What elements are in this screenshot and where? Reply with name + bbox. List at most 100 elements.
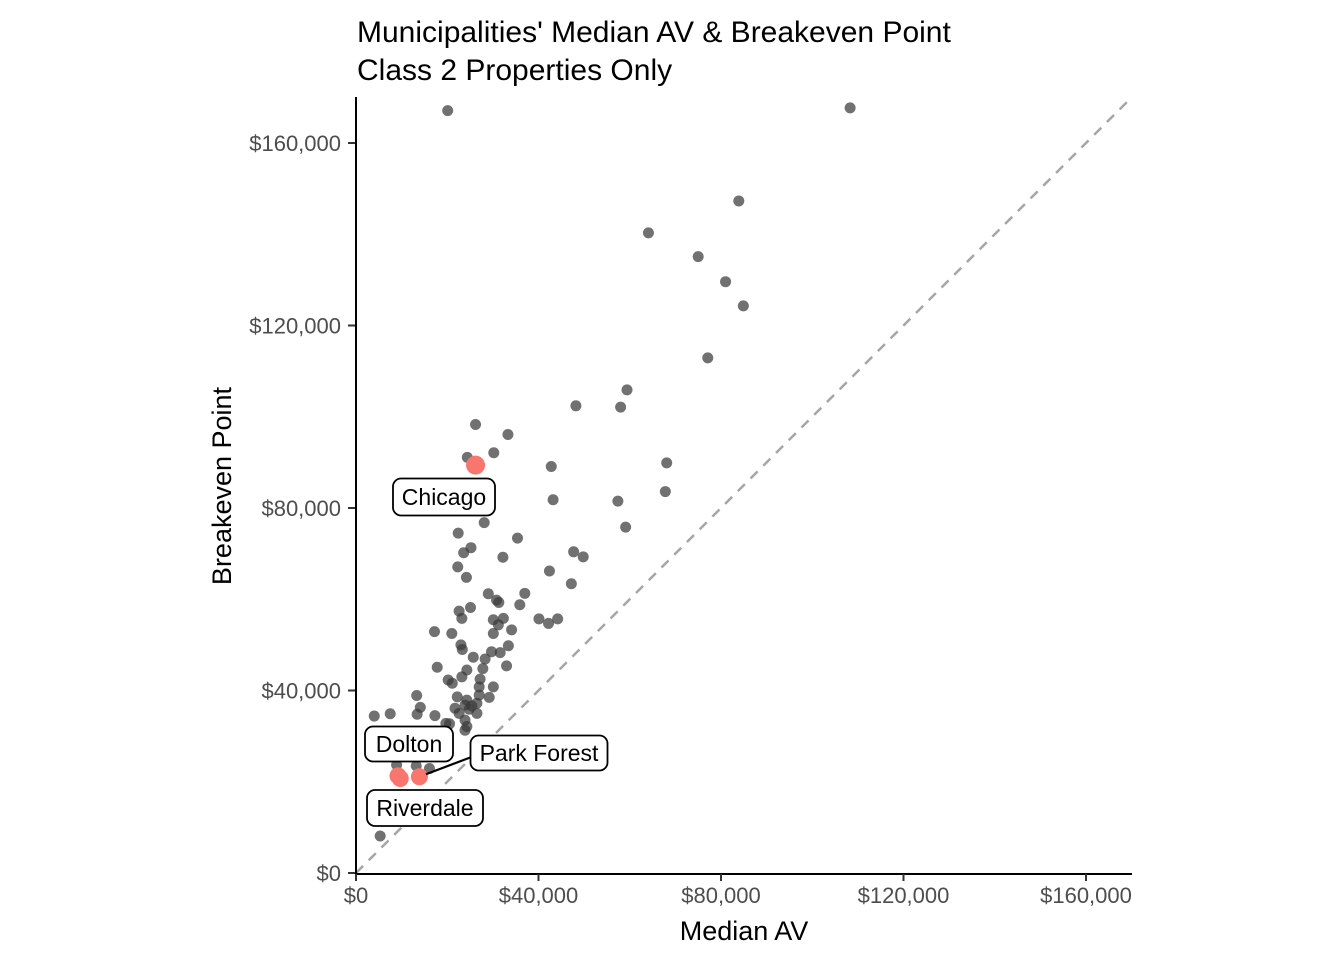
scatter-point <box>502 429 514 441</box>
annotation-text-park-forest: Park Forest <box>480 740 599 766</box>
scatter-point <box>543 617 555 629</box>
x-tick-label: $40,000 <box>499 883 579 908</box>
scatter-point <box>374 830 386 842</box>
scatter-point <box>565 578 577 590</box>
y-axis-title: Breakeven Point <box>207 386 237 585</box>
scatter-point <box>487 681 499 693</box>
scatter-point <box>368 710 380 722</box>
scatter-points <box>368 102 856 842</box>
scatter-point <box>733 195 745 207</box>
y-tick-label: $40,000 <box>261 679 341 704</box>
scatter-point <box>543 565 555 577</box>
highlight-point-riverdale <box>391 770 409 788</box>
chart-title: Municipalities' Median AV & Breakeven Po… <box>357 16 951 49</box>
scatter-point <box>501 660 513 672</box>
scatter-point <box>661 457 673 469</box>
annotation-text-dolton: Dolton <box>376 731 442 757</box>
scatter-point <box>621 384 633 396</box>
scatter-point <box>620 521 632 533</box>
annotation-box-chicago <box>392 477 496 517</box>
scatter-point <box>465 542 477 554</box>
scatter-point <box>577 551 589 563</box>
scatter-point <box>642 227 654 239</box>
scatter-point <box>411 708 423 720</box>
chart-subtitle: Class 2 Properties Only <box>357 54 672 87</box>
scatter-point <box>494 647 506 659</box>
scatter-point <box>431 661 443 673</box>
annotation-text-chicago: Chicago <box>402 484 486 510</box>
axes: $0 $40,000 $80,000 $120,000 $160,000 $0 $40,0… <box>249 97 1132 908</box>
scatter-point <box>492 619 504 631</box>
highlighted-points <box>389 455 486 788</box>
scatter-point <box>737 300 749 312</box>
scatter-point <box>384 708 396 720</box>
scatter-point <box>446 627 458 639</box>
x-tick-label: $80,000 <box>681 883 761 908</box>
scatter-point <box>442 105 454 117</box>
scatter-point <box>702 352 714 364</box>
scatter-point <box>720 276 732 288</box>
scatter-point <box>473 681 485 693</box>
x-tick-label: $0 <box>344 883 368 908</box>
scatter-point <box>488 447 500 459</box>
scatter-point <box>459 724 471 736</box>
scatter-point <box>502 640 514 652</box>
x-tick-label: $120,000 <box>858 883 950 908</box>
y-tick-label: $80,000 <box>261 496 341 521</box>
highlight-point-chicago <box>466 455 486 475</box>
scatter-point <box>478 517 490 529</box>
annotation-box-riverdale <box>366 789 484 827</box>
scatter-point <box>692 251 704 263</box>
scatter-point <box>615 401 627 413</box>
scatter-point <box>428 626 440 638</box>
y-tick-label: $120,000 <box>249 314 341 339</box>
scatter-point <box>467 651 479 663</box>
scatter-point <box>483 691 495 703</box>
scatter-point <box>477 663 489 675</box>
annotation-box-dolton <box>364 725 454 763</box>
scatter-point <box>451 691 463 703</box>
scatter-point <box>486 646 498 658</box>
annotation-box-park-forest <box>469 734 609 772</box>
scatter-point <box>479 653 491 665</box>
scatter-point <box>844 102 856 114</box>
x-tick-label: $160,000 <box>1040 883 1132 908</box>
scatter-point <box>460 571 472 583</box>
y-tick-label: $0 <box>317 861 341 886</box>
scatter-point <box>471 697 483 709</box>
annotation-labels: Chicago Dolton Park Forest Riverdale <box>364 477 609 827</box>
scatter-point <box>429 710 441 722</box>
scatter-point <box>506 624 518 636</box>
scatter-point <box>493 596 505 608</box>
scatter-point <box>456 671 468 683</box>
scatter-point <box>470 419 482 431</box>
scatter-point <box>612 495 624 507</box>
x-axis-title: Median AV <box>680 916 809 946</box>
scatter-point <box>497 551 509 563</box>
y-axis-ticks: $0 $40,000 $80,000 $120,000 $160,000 <box>249 131 355 886</box>
scatter-point <box>456 643 468 655</box>
scatter-point <box>456 612 468 624</box>
scatter-point <box>452 561 464 573</box>
highlight-point-park-forest <box>410 768 428 786</box>
annotation-text-riverdale: Riverdale <box>376 795 473 821</box>
scatter-point <box>512 532 524 544</box>
scatter-point <box>471 707 483 719</box>
scatter-point <box>547 494 559 506</box>
leader-line-park-forest <box>425 755 472 776</box>
scatter-point <box>514 599 526 611</box>
scatter-point <box>452 527 464 539</box>
scatter-point <box>446 677 458 689</box>
x-axis-ticks: $0 $40,000 $80,000 $120,000 $160,000 <box>344 874 1132 908</box>
scatter-point <box>482 588 494 600</box>
scatter-point <box>545 460 557 472</box>
scatter-point <box>552 613 564 625</box>
scatter-point <box>465 601 477 613</box>
scatter-point <box>533 613 545 625</box>
scatter-point <box>659 486 671 498</box>
scatter-point <box>570 400 582 412</box>
scatter-point <box>519 587 531 599</box>
scatter-point <box>411 690 423 702</box>
